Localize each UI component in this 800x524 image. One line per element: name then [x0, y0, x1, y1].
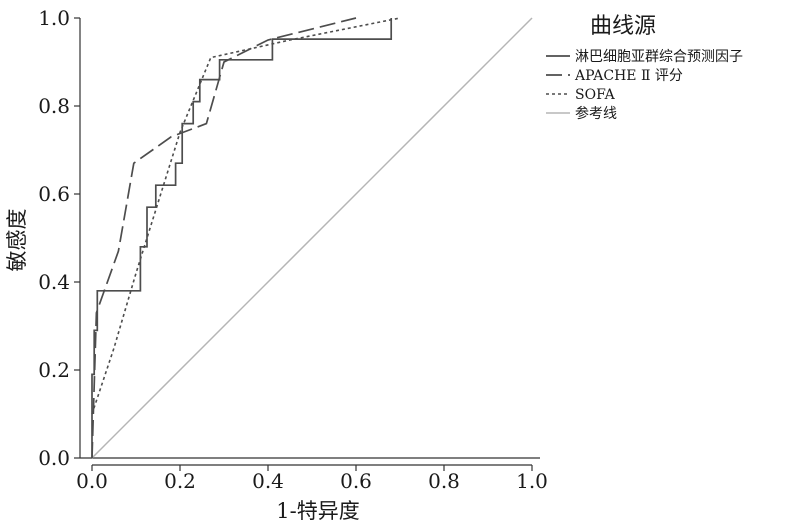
x-tick-label: 1.0 [516, 469, 548, 493]
legend-label: APACHE Ⅱ 评分 [574, 68, 683, 84]
x-axis-title: 1-特异度 [276, 499, 359, 523]
x-tick-label: 0.2 [164, 469, 196, 493]
y-tick-label: 0.8 [38, 94, 70, 118]
legend-title: 曲线源 [590, 14, 656, 39]
legend-label: 参考线 [575, 105, 617, 122]
series-line [91, 18, 393, 458]
x-tick-label: 0.6 [340, 469, 372, 493]
legend-label: 淋巴细胞亚群综合预测因子 [575, 49, 743, 65]
series-line [91, 17, 533, 459]
x-tick-label: 0.4 [252, 469, 284, 493]
y-tick-label: 0.4 [38, 270, 70, 294]
y-axis-title: 敏感度 [5, 209, 29, 272]
y-tick-label: 0.0 [38, 446, 70, 470]
y-tick-label: 0.2 [38, 358, 70, 382]
plot-lines [91, 17, 533, 459]
series-line [91, 17, 401, 415]
legend-label: SOFA [575, 87, 616, 103]
y-tick-label: 0.6 [38, 182, 70, 206]
x-tick-label: 0.0 [76, 469, 108, 493]
legend: 淋巴细胞亚群综合预测因子 APACHE Ⅱ 评分 SOFA 参考线 [546, 49, 743, 122]
series-line [91, 17, 357, 459]
axes: 0.00.0 0.2 0.2 0.4 0.4 0.6 0.6 0.8 0.8 1.0 1.0 [38, 6, 548, 493]
y-tick-label: 1.0 [38, 6, 70, 30]
x-tick-label: 0.8 [428, 469, 460, 493]
